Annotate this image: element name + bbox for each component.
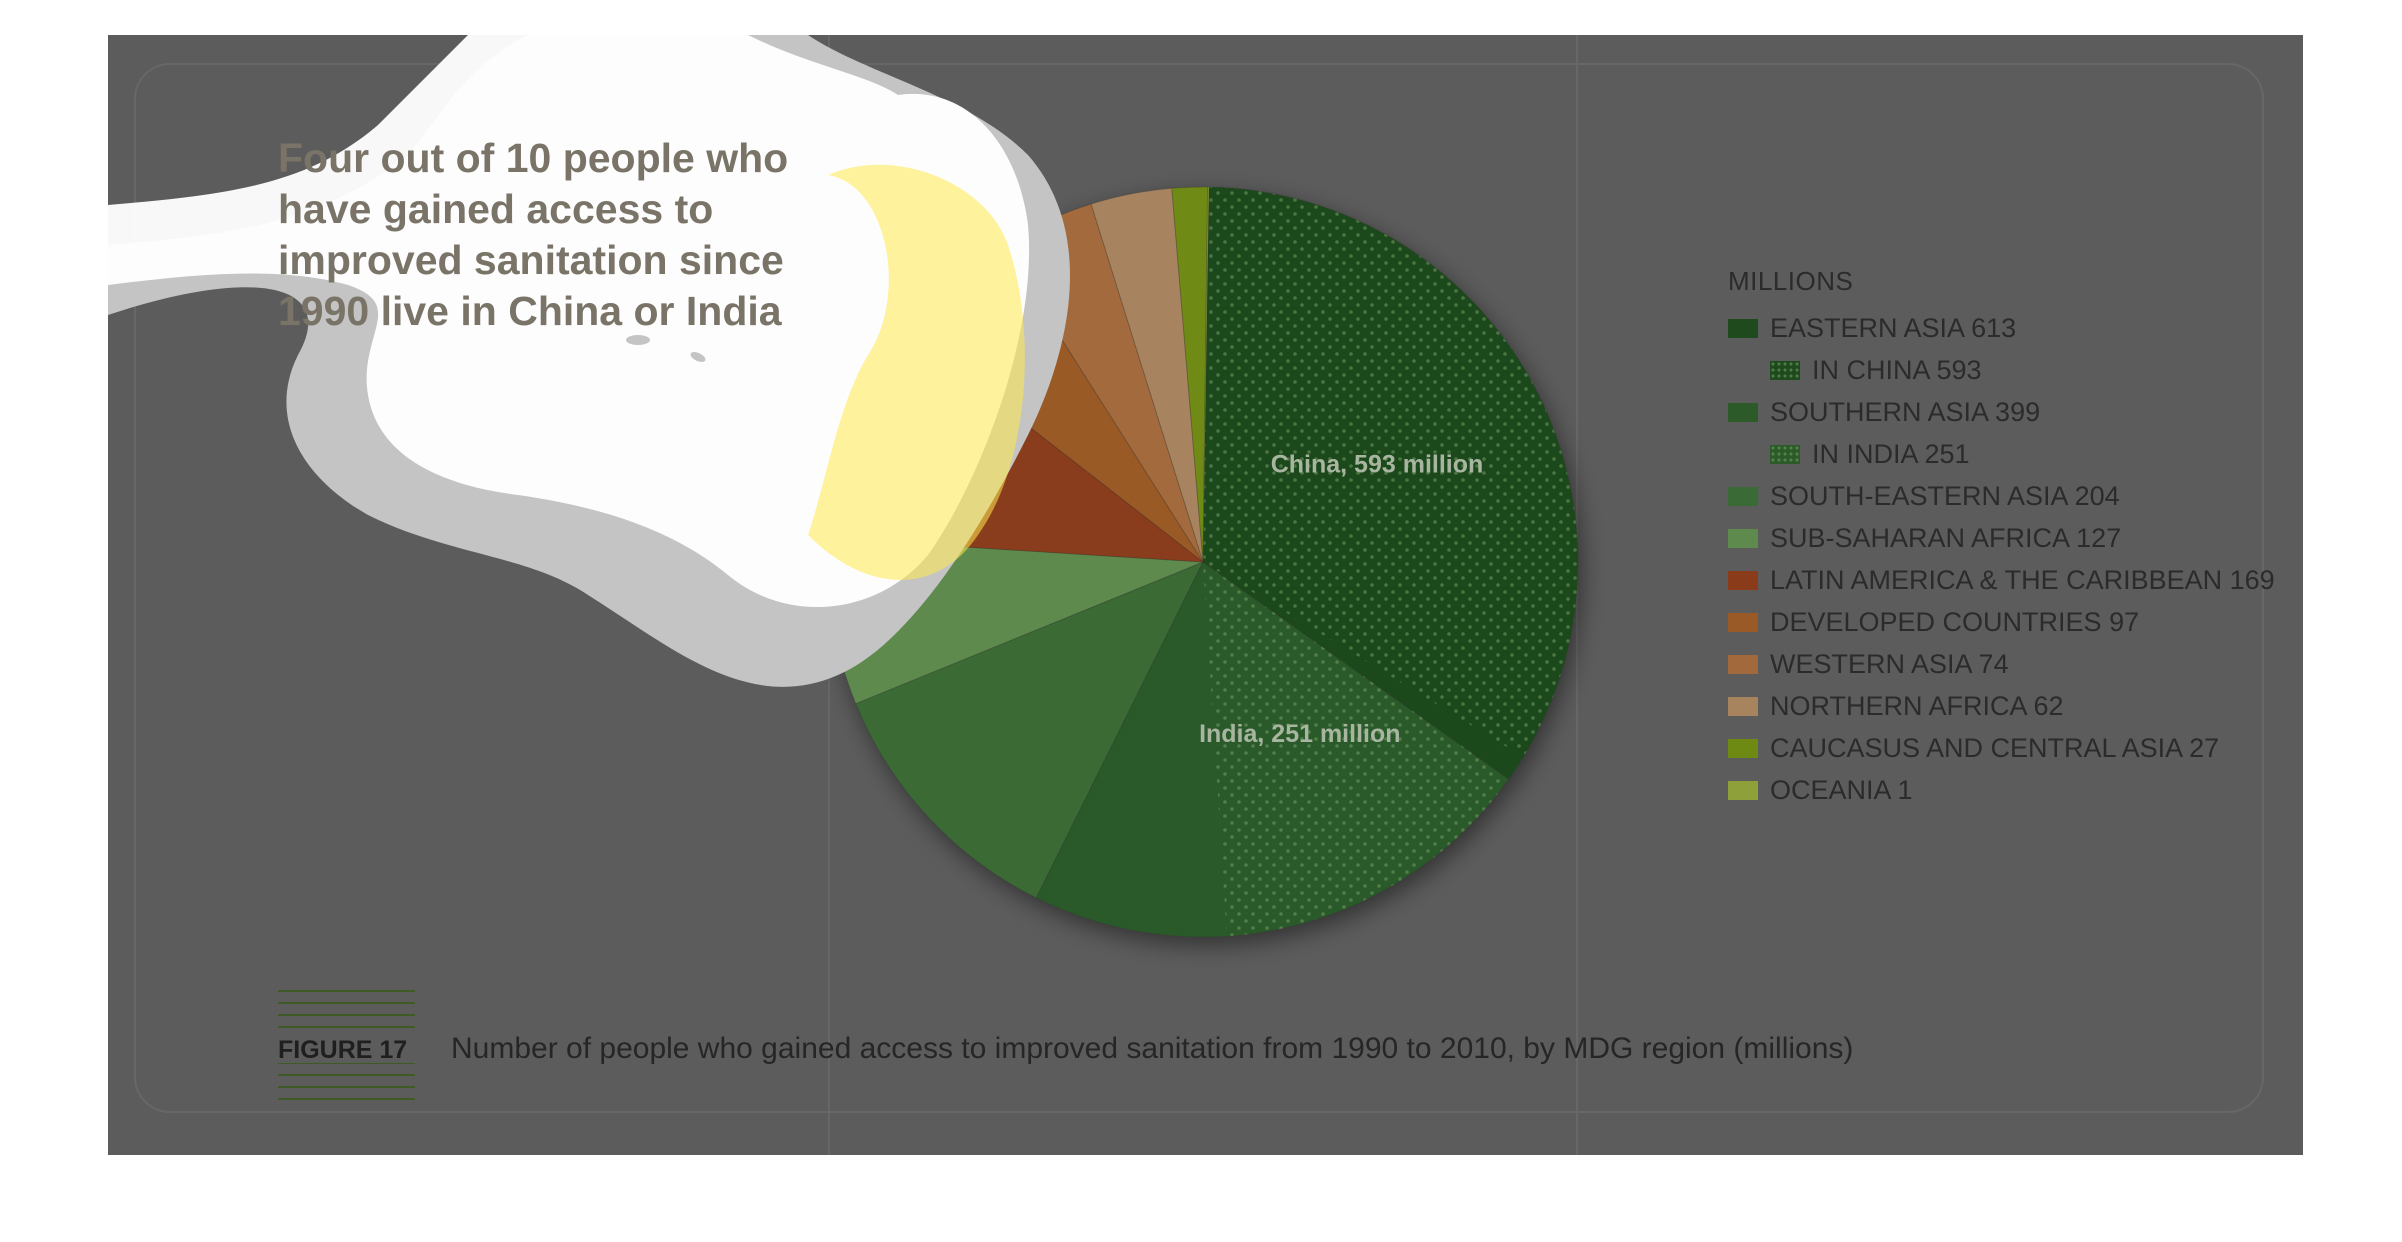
figure-tag-line [278, 990, 415, 992]
legend-label: WESTERN ASIA 74 [1770, 648, 2009, 679]
figure-panel: China, 593 million India, 251 million Fou… [108, 35, 2303, 1155]
figure-tag-line [278, 1062, 415, 1064]
pie-subslice-in-india [1203, 562, 1509, 937]
legend-swatch [1728, 612, 1758, 632]
figure-caption: Number of people who gained access to im… [451, 1032, 1854, 1065]
figure-frame [134, 63, 2264, 1113]
legend-swatch [1728, 696, 1758, 716]
pie-labels-group: China, 593 million India, 251 million [1199, 451, 1483, 749]
legend-swatch [1728, 780, 1758, 800]
figure-tag-line [278, 1074, 415, 1076]
legend-swatch [1728, 738, 1758, 758]
legend-item-latin-america-and-the-caribbean: LATIN AMERICA & THE CARIBBEAN 169 [1728, 559, 2275, 601]
legend-item-oceania: OCEANIA 1 [1728, 769, 2275, 811]
legend-item-developed-countries: DEVELOPED COUNTRIES 97 [1728, 601, 2275, 643]
headline: Four out of 10 people who have gained ac… [278, 135, 789, 334]
legend-swatch [1728, 486, 1758, 506]
legend-item-eastern-asia: EASTERN ASIA 613 [1728, 307, 2275, 349]
figure-tag-line [278, 1014, 415, 1016]
legend-item-caucasus-and-central-asia: CAUCASUS AND CENTRAL ASIA 27 [1728, 727, 2275, 769]
pie-annotation-in-china: China, 593 million [1271, 451, 1484, 479]
legend-swatch [1728, 570, 1758, 590]
legend-swatch [1728, 402, 1758, 422]
figure-label: FIGURE 17 [278, 1037, 415, 1063]
legend-label: OCEANIA 1 [1770, 774, 1913, 805]
legend-label: SUB-SAHARAN AFRICA 127 [1770, 522, 2122, 553]
pie-slice-oceania [1202, 186, 1210, 563]
legend-swatch [1770, 360, 1800, 380]
legend-rows: EASTERN ASIA 613 IN CHINA 593 SOUTHERN ASI… [1728, 307, 2275, 811]
figure-tag: FIGURE 17 [278, 990, 415, 1110]
legend-label: EASTERN ASIA 613 [1770, 312, 2017, 343]
legend: MILLIONS EASTERN ASIA 613 IN CHINA 593 SOU… [1728, 263, 2275, 811]
figure-tag-line [278, 1002, 415, 1004]
splash-decoration [108, 35, 1070, 687]
legend-label: NORTHERN AFRICA 62 [1770, 690, 2064, 721]
pie-chart: China, 593 million India, 251 million [108, 35, 1579, 938]
legend-label: IN INDIA 251 [1812, 438, 1970, 469]
legend-label: LATIN AMERICA & THE CARIBBEAN 169 [1770, 564, 2275, 595]
figure-tag-line [278, 1026, 415, 1028]
legend-item-in-india: IN INDIA 251 [1728, 433, 2275, 475]
legend-item-western-asia: WESTERN ASIA 74 [1728, 643, 2275, 685]
legend-item-in-china: IN CHINA 593 [1728, 349, 2275, 391]
legend-title: MILLIONS [1728, 266, 1854, 296]
legend-label: DEVELOPED COUNTRIES 97 [1770, 606, 2140, 637]
pie-subslice-in-china [1203, 187, 1578, 757]
legend-item-southern-asia: SOUTHERN ASIA 399 [1728, 391, 2275, 433]
figure-tag-line [278, 1098, 415, 1100]
legend-item-south-eastern-asia: SOUTH-EASTERN ASIA 204 [1728, 475, 2275, 517]
legend-item-sub-saharan-africa: SUB-SAHARAN AFRICA 127 [1728, 517, 2275, 559]
legend-item-northern-africa: NORTHERN AFRICA 62 [1728, 685, 2275, 727]
legend-label: IN CHINA 593 [1812, 354, 1982, 385]
legend-swatch [1728, 654, 1758, 674]
legend-label: SOUTH-EASTERN ASIA 204 [1770, 480, 2120, 511]
pie-slice-south-eastern-asia [855, 561, 1205, 899]
legend-swatch [1770, 444, 1800, 464]
figure-tag-line [278, 1086, 415, 1088]
legend-swatch [1728, 528, 1758, 548]
legend-swatch [1728, 318, 1758, 338]
legend-label: CAUCASUS AND CENTRAL ASIA 27 [1770, 732, 2220, 763]
pie-annotation-in-india: India, 251 million [1199, 720, 1400, 748]
legend-label: SOUTHERN ASIA 399 [1770, 396, 2041, 427]
